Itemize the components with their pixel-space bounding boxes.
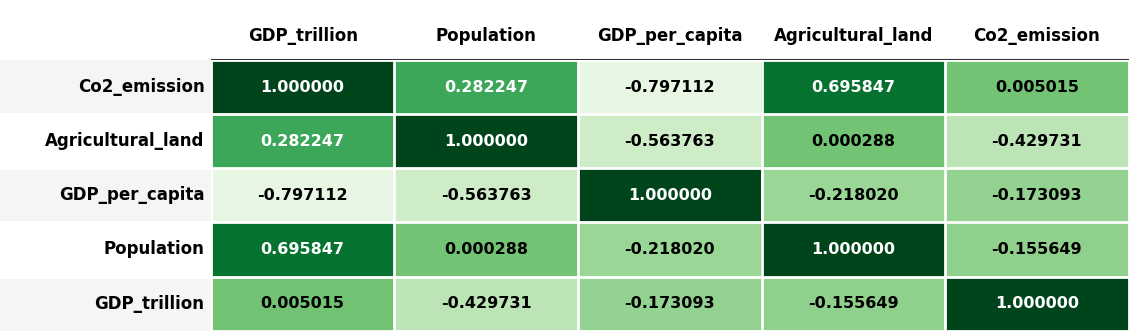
Text: -0.173093: -0.173093 (992, 188, 1082, 203)
Text: GDP_per_capita: GDP_per_capita (59, 186, 204, 204)
Text: -0.218020: -0.218020 (625, 242, 715, 257)
Text: 0.282247: 0.282247 (261, 134, 344, 149)
Text: 0.005015: 0.005015 (995, 80, 1078, 95)
Text: 1.000000: 1.000000 (995, 296, 1078, 311)
Text: GDP_trillion: GDP_trillion (247, 27, 358, 45)
Text: 1.000000: 1.000000 (445, 134, 528, 149)
Text: 1.000000: 1.000000 (628, 188, 711, 203)
Bar (0, 277, 211, 331)
Text: 0.282247: 0.282247 (445, 80, 528, 95)
Text: Agricultural_land: Agricultural_land (774, 27, 933, 45)
Text: 0.000288: 0.000288 (445, 242, 528, 257)
Text: -0.173093: -0.173093 (625, 296, 715, 311)
Bar (0, 168, 211, 222)
Bar (0, 222, 211, 277)
Text: GDP_per_capita: GDP_per_capita (597, 27, 742, 45)
Bar (0, 114, 211, 168)
Text: -0.155649: -0.155649 (808, 296, 898, 311)
Text: -0.155649: -0.155649 (992, 242, 1082, 257)
Text: Agricultural_land: Agricultural_land (46, 132, 204, 150)
Text: GDP_trillion: GDP_trillion (95, 295, 204, 313)
Text: -0.563763: -0.563763 (441, 188, 531, 203)
Text: 0.695847: 0.695847 (261, 242, 344, 257)
Text: 0.005015: 0.005015 (261, 296, 344, 311)
Text: Population: Population (104, 240, 204, 259)
Text: Co2_emission: Co2_emission (974, 27, 1100, 45)
Text: -0.218020: -0.218020 (808, 188, 898, 203)
Text: 1.000000: 1.000000 (812, 242, 895, 257)
Text: 0.000288: 0.000288 (812, 134, 895, 149)
Text: 1.000000: 1.000000 (261, 80, 344, 95)
Bar (0, 60, 211, 114)
Text: Population: Population (435, 27, 537, 45)
Text: -0.797112: -0.797112 (258, 188, 348, 203)
Text: -0.429731: -0.429731 (992, 134, 1082, 149)
Text: -0.429731: -0.429731 (441, 296, 531, 311)
Text: -0.797112: -0.797112 (625, 80, 715, 95)
Text: Co2_emission: Co2_emission (78, 78, 204, 96)
Text: 0.695847: 0.695847 (812, 80, 895, 95)
Text: -0.563763: -0.563763 (625, 134, 715, 149)
